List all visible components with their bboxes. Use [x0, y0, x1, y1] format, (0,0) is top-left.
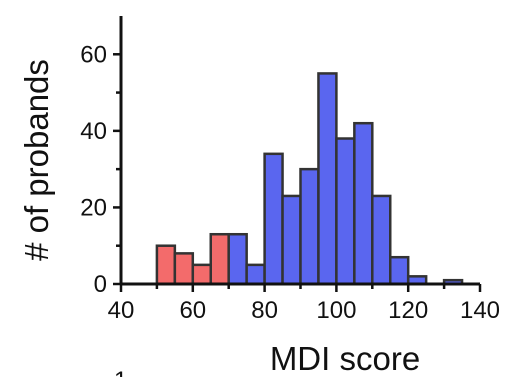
x-tick-label-80: 80	[251, 297, 278, 324]
x-tick-label-40: 40	[108, 297, 135, 324]
histogram-bar-70-75	[227, 232, 248, 286]
bars-layer	[155, 72, 464, 286]
y-tick-label-0: 0	[94, 271, 107, 298]
x-tick-label-100: 100	[316, 297, 356, 324]
histogram-bar-75-80	[245, 263, 266, 286]
y-tick-label-40: 40	[80, 118, 107, 145]
histogram-bar-65-70	[209, 232, 230, 286]
stray-mark-text: 1	[114, 367, 127, 377]
x-axis-label: MDI score	[270, 340, 420, 377]
histogram-bar-80-85	[263, 152, 284, 286]
histogram-bar-90-95	[299, 167, 320, 286]
x-tick-label-120: 120	[388, 297, 428, 324]
histogram-bar-110-115	[371, 194, 392, 286]
histogram-bar-95-100	[317, 72, 338, 286]
histogram-bar-60-65	[191, 263, 213, 286]
y-tick-label-20: 20	[80, 194, 107, 221]
y-tick-label-60: 60	[80, 41, 107, 68]
x-tick-label-140: 140	[460, 297, 500, 324]
histogram-bar-105-110	[353, 121, 374, 286]
histogram-bar-85-90	[281, 194, 302, 286]
histogram-bar-50-55	[155, 244, 177, 286]
y-axis-label: # of probands	[18, 59, 55, 261]
x-tick-label-60: 60	[179, 297, 206, 324]
ticks-layer: 40 60 80 100 120 140 0 20 40 60	[80, 41, 500, 324]
histogram-bar-100-105	[335, 137, 356, 286]
histogram-bar-115-120	[389, 255, 410, 286]
histogram-bar-55-60	[173, 252, 195, 286]
